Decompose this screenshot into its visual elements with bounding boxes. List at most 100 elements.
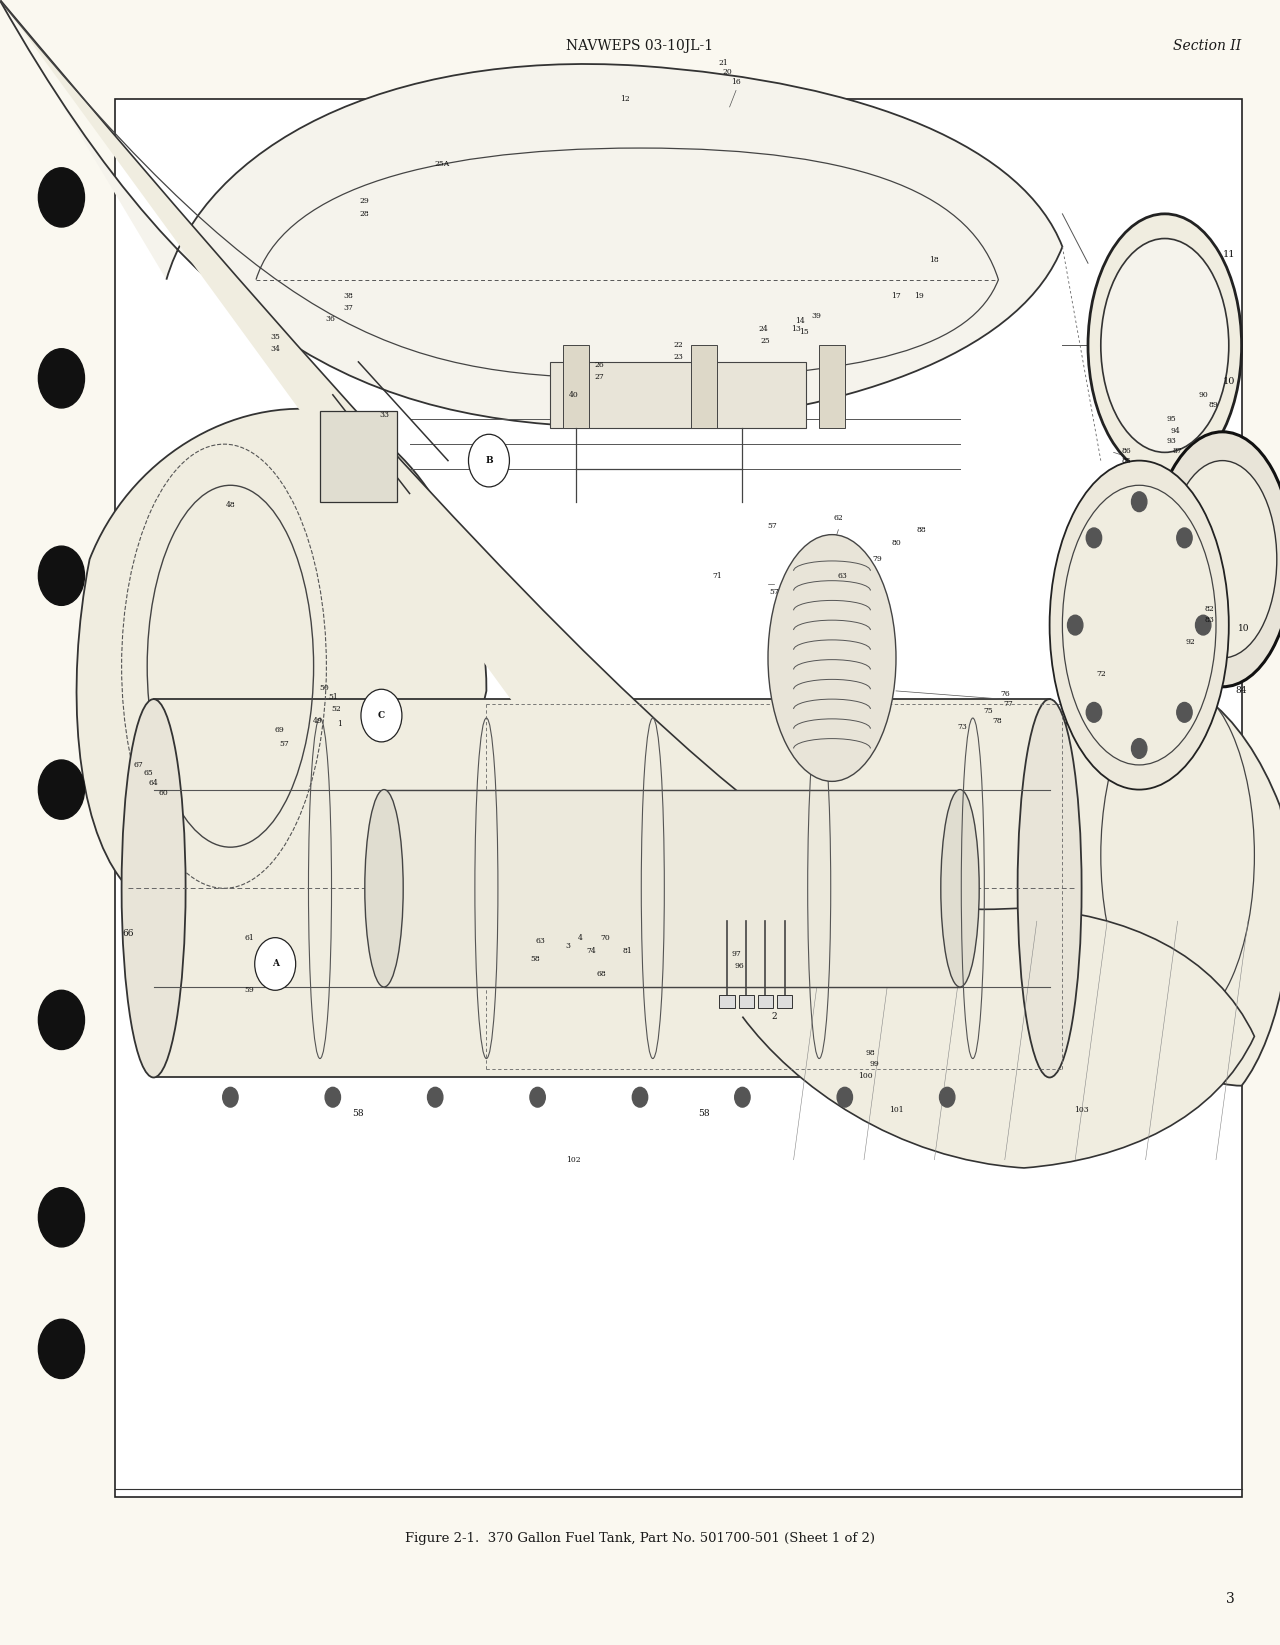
Circle shape xyxy=(38,760,84,819)
Text: 71: 71 xyxy=(712,572,722,579)
Circle shape xyxy=(38,1188,84,1247)
Text: 95: 95 xyxy=(1166,416,1176,423)
Ellipse shape xyxy=(1088,214,1242,477)
Text: B: B xyxy=(485,456,493,466)
Text: 75: 75 xyxy=(983,707,993,714)
Circle shape xyxy=(38,349,84,408)
Circle shape xyxy=(1068,615,1083,635)
Circle shape xyxy=(1196,615,1211,635)
Text: 51: 51 xyxy=(328,694,338,701)
Ellipse shape xyxy=(1062,485,1216,765)
Text: Figure 2-1.  370 Gallon Fuel Tank, Part No. 501700-501 (Sheet 1 of 2): Figure 2-1. 370 Gallon Fuel Tank, Part N… xyxy=(404,1531,876,1545)
Text: 73: 73 xyxy=(957,724,968,730)
Text: 20: 20 xyxy=(722,69,732,76)
Text: 87: 87 xyxy=(1172,447,1183,454)
Bar xyxy=(154,699,1050,1077)
Ellipse shape xyxy=(1101,239,1229,452)
Text: A: A xyxy=(271,959,279,969)
Circle shape xyxy=(735,1087,750,1107)
Text: 21: 21 xyxy=(718,59,728,66)
Text: 40: 40 xyxy=(568,392,579,398)
Text: 64: 64 xyxy=(148,780,159,786)
Bar xyxy=(563,345,589,428)
Ellipse shape xyxy=(941,790,979,987)
Text: 86: 86 xyxy=(1121,447,1132,454)
Text: 99: 99 xyxy=(869,1061,879,1068)
Circle shape xyxy=(428,1087,443,1107)
Text: 10: 10 xyxy=(1238,623,1249,633)
Text: 37: 37 xyxy=(343,304,353,311)
Text: 13: 13 xyxy=(791,326,801,332)
Text: 100: 100 xyxy=(858,1073,873,1079)
Text: 14: 14 xyxy=(795,317,805,324)
Text: 3: 3 xyxy=(566,943,571,949)
Text: 92: 92 xyxy=(1185,638,1196,645)
Text: 88: 88 xyxy=(916,526,927,533)
PathPatch shape xyxy=(742,908,1254,1168)
PathPatch shape xyxy=(166,64,1062,428)
Text: 89: 89 xyxy=(1208,401,1219,408)
Text: 23: 23 xyxy=(673,354,684,360)
Ellipse shape xyxy=(768,535,896,781)
Circle shape xyxy=(837,1087,852,1107)
Text: 101: 101 xyxy=(888,1107,904,1114)
Bar xyxy=(719,995,735,1008)
Circle shape xyxy=(223,1087,238,1107)
Bar xyxy=(320,411,397,502)
Text: NAVWEPS 03-10JL-1: NAVWEPS 03-10JL-1 xyxy=(567,39,713,53)
Text: 49: 49 xyxy=(312,717,323,724)
Text: 90: 90 xyxy=(1198,392,1208,398)
Circle shape xyxy=(38,546,84,605)
Text: 63: 63 xyxy=(535,938,545,944)
Text: 96: 96 xyxy=(735,962,745,969)
Text: 25: 25 xyxy=(760,337,771,344)
Text: 33: 33 xyxy=(379,411,389,418)
Text: 65: 65 xyxy=(143,770,154,776)
Text: 39: 39 xyxy=(812,313,822,319)
Circle shape xyxy=(1132,492,1147,512)
Text: 18: 18 xyxy=(929,257,940,263)
Circle shape xyxy=(38,168,84,227)
Text: 27: 27 xyxy=(594,373,604,380)
Text: 67: 67 xyxy=(133,762,143,768)
Bar xyxy=(739,995,754,1008)
Text: 24: 24 xyxy=(758,326,768,332)
Ellipse shape xyxy=(1018,699,1082,1077)
Text: 93: 93 xyxy=(1166,438,1176,444)
Ellipse shape xyxy=(365,790,403,987)
Text: 22: 22 xyxy=(673,342,684,349)
Text: 85: 85 xyxy=(1121,457,1132,464)
Circle shape xyxy=(940,1087,955,1107)
Text: 103: 103 xyxy=(1074,1107,1089,1114)
Text: 98: 98 xyxy=(865,1050,876,1056)
Ellipse shape xyxy=(1050,461,1229,790)
Text: 81: 81 xyxy=(622,948,632,954)
Ellipse shape xyxy=(122,699,186,1077)
FancyBboxPatch shape xyxy=(115,99,1242,1497)
Text: 34: 34 xyxy=(270,345,280,352)
Text: 36: 36 xyxy=(325,316,335,322)
Text: 72: 72 xyxy=(1096,671,1106,678)
Circle shape xyxy=(1087,702,1102,722)
Text: 79: 79 xyxy=(872,556,882,563)
Text: 80: 80 xyxy=(891,540,901,546)
Ellipse shape xyxy=(1152,431,1280,686)
Text: 57: 57 xyxy=(767,523,777,530)
Text: Section II: Section II xyxy=(1174,39,1242,53)
Text: 10: 10 xyxy=(1222,377,1235,387)
Text: 17: 17 xyxy=(891,293,901,299)
Text: 52: 52 xyxy=(332,706,342,712)
Text: 57: 57 xyxy=(279,740,289,747)
Bar xyxy=(384,790,960,987)
Bar xyxy=(758,995,773,1008)
Circle shape xyxy=(530,1087,545,1107)
Text: 83: 83 xyxy=(1204,617,1215,623)
Text: 12: 12 xyxy=(620,95,630,102)
Text: 38: 38 xyxy=(343,293,353,299)
Text: 84: 84 xyxy=(1235,686,1247,696)
Text: 74: 74 xyxy=(586,948,596,954)
Text: 57: 57 xyxy=(769,589,780,595)
Circle shape xyxy=(1176,702,1192,722)
Text: 59: 59 xyxy=(244,987,255,994)
Text: 94: 94 xyxy=(1170,428,1180,434)
